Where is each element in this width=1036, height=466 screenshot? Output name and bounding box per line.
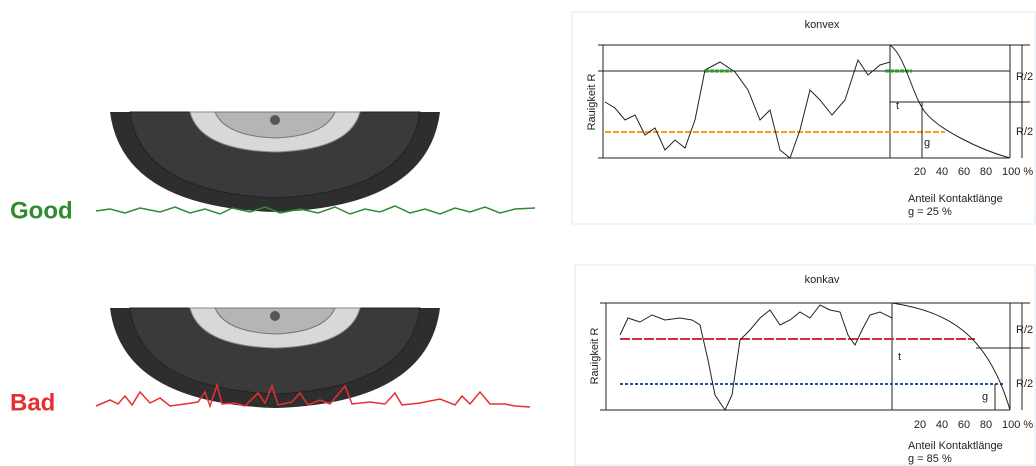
x-caption: Anteil Kontaktlänge — [908, 440, 1003, 452]
t-label: t — [898, 351, 901, 363]
x-caption: Anteil Kontaktlänge — [908, 193, 1003, 205]
tick-label: 100 % — [1002, 419, 1033, 431]
tick-label: 40 — [936, 166, 948, 178]
tick-label: 100 % — [1002, 166, 1033, 178]
good-profile — [95, 205, 536, 215]
half-label: R/2 — [1016, 324, 1033, 336]
panel-konkav: konkav Rauigkeit R t g R/2 R/2 20 40 60 … — [574, 264, 1036, 466]
half-label: R/2 — [1016, 378, 1033, 390]
t-label: t — [896, 100, 899, 112]
good-label: Good — [10, 197, 73, 224]
tick-label: 40 — [936, 419, 948, 431]
g-label: g — [924, 137, 930, 149]
tick-label: 20 — [914, 166, 926, 178]
tick-label: 80 — [980, 419, 992, 431]
bad-label: Bad — [10, 389, 55, 416]
panel-konvex: konvex Rauigkeit R t g R/2 R/2 20 40 60 … — [571, 11, 1036, 225]
panel-title: konkav — [805, 274, 840, 286]
tick-label: 80 — [980, 166, 992, 178]
tick-label: 60 — [958, 166, 970, 178]
g-value: g = 85 % — [908, 453, 952, 465]
g-label: g — [982, 391, 988, 403]
y-axis-label: Rauigkeit R — [586, 74, 598, 131]
half-label: R/2 — [1016, 126, 1033, 138]
tick-label: 20 — [914, 419, 926, 431]
half-label: R/2 — [1016, 71, 1033, 83]
panel-title: konvex — [805, 19, 840, 31]
bad-profile — [95, 382, 531, 409]
tick-label: 60 — [958, 419, 970, 431]
y-axis-label: Rauigkeit R — [589, 328, 601, 385]
g-value: g = 25 % — [908, 206, 952, 218]
